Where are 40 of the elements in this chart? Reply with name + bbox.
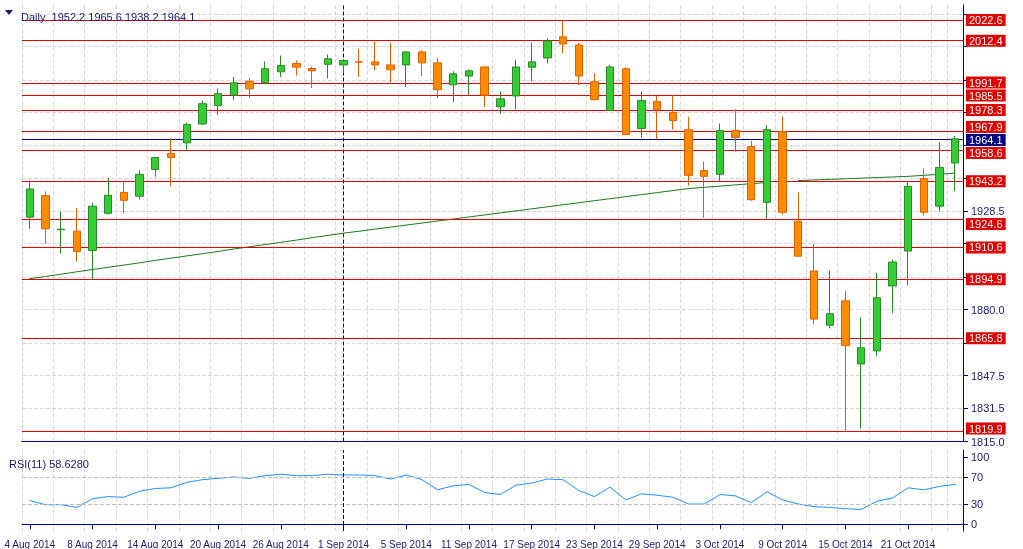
y-tick-label: 30: [971, 498, 984, 510]
ref-line-label: 1985.5: [969, 89, 1003, 102]
x-tick-label: 26 Aug 2014: [252, 538, 310, 549]
x-tick-label: 17 Sep 2014: [503, 538, 561, 549]
ref-line-label: 1978.3: [969, 103, 1003, 116]
x-tick-label: 5 Sep 2014: [380, 538, 433, 549]
ref-line-label: 1967.9: [969, 120, 1003, 133]
x-tick-label: 21 Oct 2014: [880, 538, 936, 549]
ref-line-label: 1894.9: [969, 273, 1003, 286]
y-tick-label: 1847.5: [971, 369, 1005, 382]
x-tick-label: 4 Aug 2014: [4, 538, 56, 549]
x-tick-label: 9 Oct 2014: [758, 538, 808, 549]
x-tick-label: 14 Aug 2014: [127, 538, 184, 549]
y-tick-label: 100: [971, 450, 990, 463]
ref-line-label: 1958.6: [969, 146, 1003, 159]
ref-line-label: 1991.7: [969, 76, 1003, 89]
x-tick-label: 20 Aug 2014: [189, 538, 247, 549]
x-tick-label: 11 Sep 2014: [440, 538, 498, 549]
y-tick-label: 1815.0: [971, 435, 1005, 448]
ref-line-label: 1943.2: [969, 175, 1003, 188]
x-tick-label: 15 Oct 2014: [818, 538, 874, 549]
y-tick-label: 1928.5: [971, 205, 1005, 218]
x-tick-label: 1 Sep 2014: [317, 538, 370, 549]
text: Daily 1952.2 1965.6 1938.2 1964.1: [21, 10, 196, 23]
text: RSI(11) 58.6280: [9, 457, 89, 470]
y-tick-label: 1880.0: [971, 303, 1005, 316]
y-tick-label: 70: [971, 471, 984, 483]
ref-line-label: 1964.1: [969, 133, 1003, 146]
ref-line-label: 1910.6: [969, 241, 1003, 254]
x-tick-label: 23 Sep 2014: [566, 538, 624, 549]
ref-line-label: 1865.8: [969, 332, 1003, 345]
y-tick-label: 0: [971, 518, 978, 531]
ref-line-label: 1819.9: [969, 422, 1003, 435]
x-tick-label: 29 Sep 2014: [628, 538, 686, 549]
y-tick-label: 1831.5: [971, 402, 1005, 414]
x-tick-label: 3 Oct 2014: [695, 538, 745, 549]
ref-line-label: 1924.6: [969, 218, 1003, 231]
ref-line-label: 2012.4: [969, 34, 1003, 47]
ref-line-label: 2022.6: [969, 14, 1003, 27]
x-tick-label: 8 Aug 2014: [67, 538, 119, 549]
